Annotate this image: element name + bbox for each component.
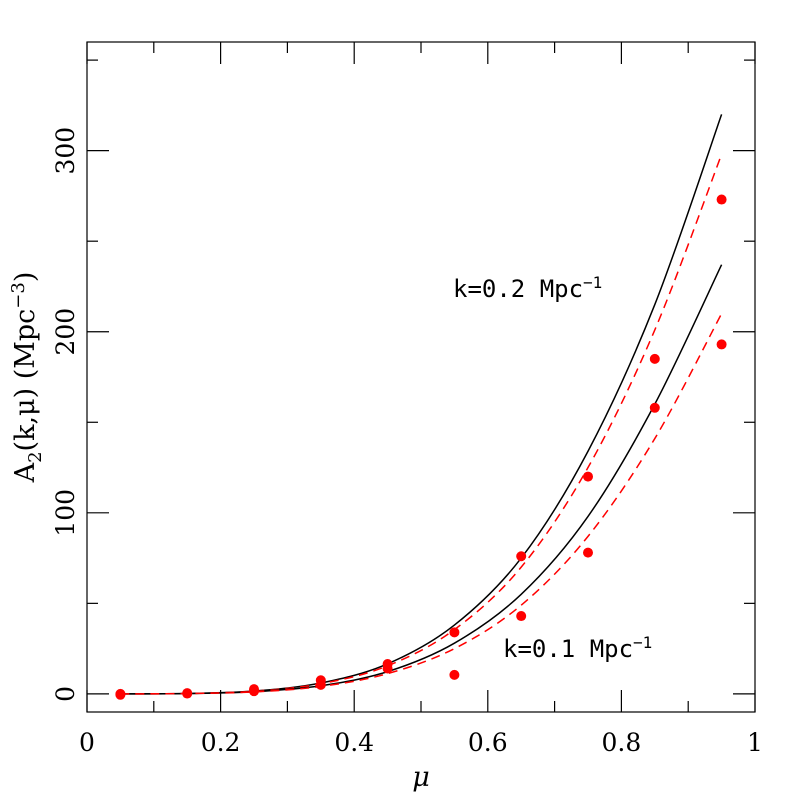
points-layer [115, 194, 727, 700]
data-point [649, 402, 660, 413]
data-point [249, 686, 259, 697]
data-point [716, 194, 727, 205]
series-line-dashed [120, 313, 723, 695]
axis-ticks [86, 42, 756, 712]
x-tick-label: 0 [79, 728, 95, 757]
series-line-solid [120, 114, 723, 695]
y-tick-label: 200 [51, 308, 80, 356]
data-point [449, 627, 460, 638]
y-tick-label: 0 [51, 686, 80, 702]
data-point [516, 611, 527, 622]
data-point [583, 471, 593, 482]
y-axis-label: A2(k,μ) (Mpc−3) [8, 272, 46, 484]
data-point [583, 547, 593, 558]
plot-frame [86, 41, 756, 713]
data-point [182, 688, 193, 699]
series-line-solid [120, 264, 723, 695]
data-point [649, 353, 660, 364]
axis-tick-labels: 0 0.2 0.4 0.6 0.8 1 0 100 200 300 [51, 127, 763, 757]
y-tick-label: 300 [51, 127, 80, 175]
x-axis-label: μ [412, 762, 430, 793]
series-layer [120, 114, 723, 695]
data-point [315, 679, 326, 690]
data-point [516, 551, 527, 562]
x-tick-label: 0.2 [201, 728, 241, 757]
x-tick-label: 0.6 [468, 728, 508, 757]
data-point [449, 669, 460, 680]
annotation-k01-sup: −1 [633, 633, 652, 652]
series-line-dashed [120, 154, 723, 695]
x-tick-label: 1 [747, 728, 763, 757]
y-tick-label: 100 [51, 489, 80, 537]
x-tick-label: 0.8 [602, 728, 642, 757]
annotation-k01: k=0.1 Mpc−1 [503, 633, 652, 663]
data-point [382, 663, 393, 674]
x-tick-label: 0.4 [334, 728, 374, 757]
annotation-k02-sup: −1 [583, 273, 602, 292]
annotation-k02: k=0.2 Mpc−1 [453, 273, 602, 303]
data-point [115, 689, 126, 700]
data-point [716, 339, 727, 350]
